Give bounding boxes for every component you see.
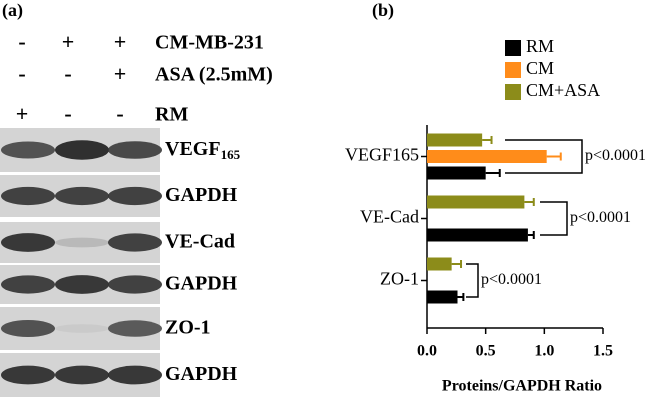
legend-label: RM <box>526 36 554 56</box>
bar <box>427 228 528 242</box>
condition-label: ASA (2.5mM) <box>155 64 273 86</box>
x-tick-label: 1.0 <box>534 343 554 360</box>
condition-sign: + <box>114 61 127 86</box>
legend-label: CM+ASA <box>526 80 600 100</box>
blot-band <box>108 141 162 159</box>
legend-swatch <box>505 62 521 78</box>
significance-bracket <box>540 201 568 236</box>
significance-label: p<0.0001 <box>585 147 646 164</box>
blot-band <box>55 275 109 294</box>
legend-label: CM <box>526 58 554 78</box>
blot-band <box>55 365 109 385</box>
band-label: GAPDH <box>165 272 238 294</box>
condition-sign: - <box>64 101 71 126</box>
legend-swatch <box>505 84 521 100</box>
band-subscript: 165 <box>221 147 241 162</box>
blot-band <box>55 324 109 333</box>
bar <box>427 257 452 271</box>
significance-bracket <box>505 139 583 174</box>
y-tick-label: VE-Cad <box>360 207 419 227</box>
x-tick-label: 1.5 <box>593 343 613 360</box>
blot-band <box>55 140 109 160</box>
error-bar <box>485 169 501 177</box>
panel-label: (a) <box>2 0 23 21</box>
y-tick-label: ZO-1 <box>380 269 419 289</box>
blot-band <box>1 365 55 385</box>
blot-band <box>1 186 55 206</box>
x-axis-label: Proteins/GAPDH Ratio <box>442 378 602 395</box>
band-label: GAPDH <box>165 184 238 206</box>
blot-band <box>1 141 55 159</box>
error-bar <box>546 152 562 161</box>
condition-sign: + <box>114 29 127 54</box>
condition-sign: + <box>16 101 29 126</box>
condition-sign: - <box>116 101 123 126</box>
condition-sign: - <box>64 61 71 86</box>
condition-sign: - <box>18 61 25 86</box>
band-label: VE-Cad <box>165 230 235 252</box>
band-name: GAPDH <box>165 184 238 206</box>
blot-band <box>108 320 162 337</box>
error-bar <box>524 198 535 206</box>
legend-swatch <box>505 40 521 56</box>
y-tick-label: VEGF165 <box>345 145 419 165</box>
error-bar <box>527 231 535 239</box>
x-tick-label: 0.5 <box>476 343 496 360</box>
blot-band <box>108 233 162 252</box>
condition-label: CM-MB-231 <box>155 32 264 54</box>
blot-band <box>108 186 162 206</box>
blot-band <box>108 275 162 294</box>
error-bar <box>457 293 465 301</box>
blot-band <box>55 186 109 206</box>
blot-band <box>108 365 162 385</box>
bar <box>427 166 486 180</box>
bar <box>427 195 525 209</box>
panel-label: (b) <box>372 0 394 21</box>
band-name: VEGF <box>165 138 221 160</box>
band-label: ZO-1 <box>165 316 211 338</box>
significance-label: p<0.0001 <box>570 209 631 226</box>
condition-sign: + <box>62 29 75 54</box>
blot-band <box>1 275 55 294</box>
bar <box>427 150 547 163</box>
bar <box>427 133 483 147</box>
band-name: GAPDH <box>165 272 238 294</box>
blot-band <box>55 237 109 248</box>
band-name: VE-Cad <box>165 230 235 252</box>
x-tick-label: 0.0 <box>417 343 437 360</box>
error-bar <box>451 260 463 268</box>
band-name: ZO-1 <box>165 316 211 338</box>
condition-label: RM <box>155 104 188 126</box>
condition-sign: - <box>18 29 25 54</box>
error-bar <box>482 136 493 144</box>
band-name: GAPDH <box>165 363 238 385</box>
band-label: GAPDH <box>165 363 238 385</box>
bar <box>427 290 458 304</box>
significance-label: p<0.0001 <box>481 271 542 288</box>
blot-band <box>1 320 55 337</box>
significance-bracket <box>466 263 479 298</box>
band-label: VEGF165 <box>165 138 241 162</box>
blot-band <box>1 233 55 252</box>
